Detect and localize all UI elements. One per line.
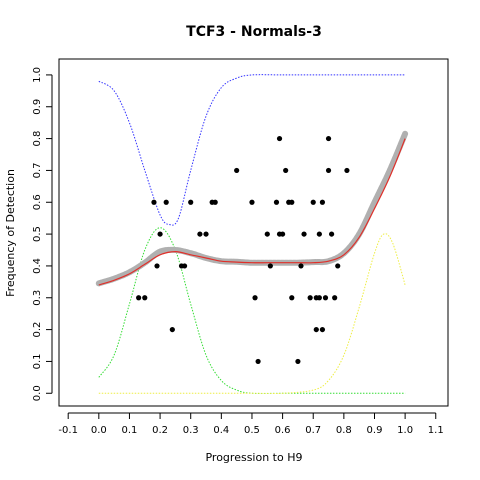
data-point bbox=[279, 231, 286, 237]
data-point bbox=[298, 263, 304, 269]
x-axis: -0.1 0.0 0.1 0.2 0.3 0.4 0.5 0.6 0.7 0.8 0.9 1.0 1.1 bbox=[58, 412, 444, 436]
data-point bbox=[332, 295, 338, 301]
data-point bbox=[316, 231, 322, 237]
data-point bbox=[163, 199, 169, 205]
x-tick-label: 0.1 bbox=[121, 425, 137, 436]
y-tick-label: 0.0 bbox=[32, 385, 43, 401]
yellow-dotted-curve bbox=[98, 233, 406, 395]
data-point bbox=[264, 231, 270, 237]
data-point bbox=[197, 231, 203, 237]
x-tick-label: 0.3 bbox=[183, 425, 199, 436]
chart-title: TCF3 - Normals-3 bbox=[186, 24, 322, 40]
blue-dotted-curve bbox=[98, 74, 406, 226]
data-point bbox=[335, 263, 341, 269]
data-point bbox=[322, 295, 329, 301]
green-dotted-curve bbox=[98, 227, 406, 395]
y-tick-label: 0.5 bbox=[32, 226, 43, 242]
y-tick-label: 0.8 bbox=[32, 131, 43, 147]
x-tick-label: 1.1 bbox=[428, 425, 444, 436]
data-point bbox=[234, 167, 240, 174]
x-tick-label: 0.4 bbox=[213, 425, 229, 436]
y-tick-label: 0.3 bbox=[32, 290, 43, 306]
data-point bbox=[319, 326, 326, 333]
data-point bbox=[151, 199, 157, 205]
data-point bbox=[136, 295, 142, 301]
y-axis-label: Frequency of Detection bbox=[4, 169, 17, 297]
data-point bbox=[283, 167, 289, 174]
data-point bbox=[276, 135, 283, 142]
data-point bbox=[157, 231, 163, 237]
y-tick-label: 1.0 bbox=[32, 67, 43, 83]
y-axis: 0.0 0.1 0.2 0.3 0.4 0.5 0.6 0.7 0.8 0.9 1.0 bbox=[32, 67, 53, 401]
x-tick-label: 0.2 bbox=[152, 425, 168, 436]
y-tick-label: 0.6 bbox=[32, 194, 43, 210]
data-point bbox=[252, 295, 258, 301]
data-point bbox=[181, 263, 188, 269]
data-point bbox=[154, 263, 160, 269]
x-tick-label: -0.1 bbox=[58, 425, 78, 436]
data-point bbox=[301, 231, 307, 237]
series-layer bbox=[95, 74, 409, 395]
x-tick-label: 0.0 bbox=[91, 425, 107, 436]
data-point bbox=[273, 199, 280, 205]
data-point bbox=[307, 295, 313, 301]
x-axis-label: Progression to H9 bbox=[205, 451, 302, 464]
x-tick-label: 0.9 bbox=[367, 425, 383, 436]
y-tick-label: 0.9 bbox=[32, 99, 43, 115]
data-point bbox=[203, 231, 209, 237]
data-point bbox=[255, 358, 261, 365]
data-point bbox=[329, 231, 335, 237]
data-point bbox=[249, 199, 255, 205]
data-point bbox=[289, 295, 295, 301]
x-tick-label: 0.6 bbox=[275, 425, 291, 436]
data-point bbox=[319, 199, 326, 205]
data-point bbox=[344, 167, 350, 174]
x-tick-label: 0.7 bbox=[305, 425, 321, 436]
x-tick-label: 1.0 bbox=[397, 425, 413, 436]
data-point bbox=[313, 326, 319, 333]
y-tick-label: 0.7 bbox=[32, 162, 43, 178]
data-point bbox=[316, 295, 322, 301]
data-point bbox=[310, 199, 316, 205]
x-tick-label: 0.5 bbox=[244, 425, 260, 436]
plot-area bbox=[58, 58, 449, 407]
data-point bbox=[295, 358, 301, 365]
data-point bbox=[325, 135, 332, 142]
data-point bbox=[325, 167, 332, 174]
data-point bbox=[289, 199, 295, 205]
fitted-line bbox=[98, 138, 406, 286]
data-point bbox=[142, 295, 148, 301]
y-tick-label: 0.1 bbox=[32, 353, 43, 369]
smoothed-band bbox=[95, 130, 409, 287]
data-point bbox=[267, 263, 273, 269]
data-point bbox=[188, 199, 194, 205]
x-tick-label: 0.8 bbox=[336, 425, 352, 436]
y-tick-label: 0.2 bbox=[32, 322, 43, 338]
y-tick-label: 0.4 bbox=[32, 258, 43, 274]
data-point bbox=[169, 326, 175, 333]
data-point bbox=[212, 199, 218, 205]
